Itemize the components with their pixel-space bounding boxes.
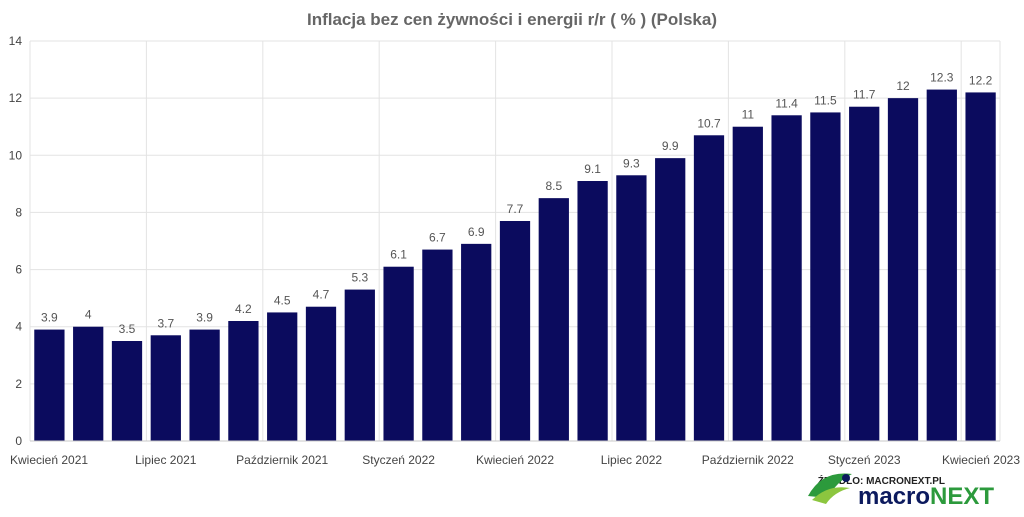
data-label: 4 — [85, 308, 92, 322]
y-tick-label: 8 — [15, 205, 22, 219]
bar — [267, 312, 298, 441]
bar — [34, 329, 65, 441]
brand-wordmark: macroNEXT — [858, 483, 994, 510]
bar — [965, 92, 996, 441]
bar — [73, 326, 104, 441]
bar — [771, 115, 802, 442]
source-block: ŹRÓDŁO: MACRONEXT.PL macroNEXT — [808, 473, 994, 510]
data-label: 12.2 — [969, 73, 993, 87]
bar — [538, 198, 569, 441]
data-label: 11.4 — [775, 96, 798, 110]
bar — [150, 335, 181, 441]
x-tick-label: Styczeń 2022 — [362, 453, 435, 467]
x-tick-label: Kwiecień 2021 — [10, 453, 88, 467]
x-tick-label: Lipiec 2022 — [601, 453, 663, 467]
data-label: 9.9 — [662, 139, 679, 153]
bar — [849, 106, 880, 441]
data-label: 8.5 — [545, 179, 562, 193]
data-label: 4.5 — [274, 293, 291, 307]
data-label: 7.7 — [507, 202, 524, 216]
data-label: 3.5 — [119, 322, 136, 336]
data-label: 6.1 — [390, 248, 407, 262]
data-label: 4.2 — [235, 302, 252, 316]
data-label: 3.9 — [196, 311, 213, 325]
bar — [461, 243, 492, 441]
bar — [344, 289, 375, 441]
x-axis-ticks: Kwiecień 2021 Lipiec 2021 Październik 2021… — [10, 453, 1020, 467]
y-tick-label: 10 — [9, 148, 23, 162]
x-tick-label: Styczeń 2023 — [828, 453, 901, 467]
data-label: 3.9 — [41, 311, 58, 325]
data-label: 5.3 — [351, 271, 368, 285]
bars — [34, 89, 996, 442]
chart-title: Inflacja bez cen żywności i energii r/r … — [307, 10, 717, 29]
data-labels: 3.9 4 3.5 3.7 3.9 4.2 4.5 4.7 5.3 6.1 6.7 6.9 7.7 8.5… — [41, 71, 993, 336]
y-tick-label: 12 — [9, 91, 23, 105]
bar — [887, 98, 919, 442]
data-label: 3.7 — [157, 316, 174, 330]
data-label: 10.7 — [697, 116, 721, 130]
macronext-logo-icon — [808, 473, 852, 504]
data-label: 11 — [742, 108, 755, 122]
x-tick-label: Lipiec 2021 — [135, 453, 197, 467]
bar — [383, 266, 414, 441]
bar — [926, 89, 957, 442]
data-label: 6.7 — [429, 231, 446, 245]
y-tick-label: 6 — [15, 263, 22, 277]
data-label: 4.7 — [313, 288, 330, 302]
data-label: 12.3 — [930, 71, 954, 85]
bar — [111, 341, 143, 441]
grid-lines — [29, 40, 1001, 442]
y-tick-label: 0 — [15, 434, 22, 448]
bar — [305, 306, 337, 441]
brand-part-next: NEXT — [930, 483, 994, 510]
bar — [732, 126, 763, 441]
x-tick-label: Październik 2021 — [236, 453, 328, 467]
bar — [422, 249, 453, 441]
data-label: 9.1 — [584, 162, 601, 176]
data-label: 12 — [896, 79, 910, 93]
y-tick-label: 14 — [9, 34, 23, 48]
brand-part-macro: macro — [858, 483, 930, 510]
y-tick-label: 4 — [15, 320, 22, 334]
data-label: 9.3 — [623, 156, 640, 170]
y-axis-ticks: 0 2 4 6 8 10 12 14 — [9, 34, 23, 448]
bar — [228, 321, 259, 441]
bar — [189, 329, 220, 441]
data-label: 6.9 — [468, 225, 485, 239]
data-label: 11.5 — [814, 93, 837, 107]
bar — [810, 112, 841, 441]
bar — [499, 221, 531, 441]
bar — [693, 135, 725, 442]
y-tick-label: 2 — [15, 377, 22, 391]
x-tick-label: Kwiecień 2022 — [476, 453, 554, 467]
x-tick-label: Październik 2022 — [702, 453, 794, 467]
data-label: 11.7 — [853, 88, 876, 102]
bar — [655, 158, 686, 441]
bar — [616, 175, 647, 442]
x-tick-label: Kwiecień 2023 — [942, 453, 1020, 467]
bar — [577, 181, 608, 441]
